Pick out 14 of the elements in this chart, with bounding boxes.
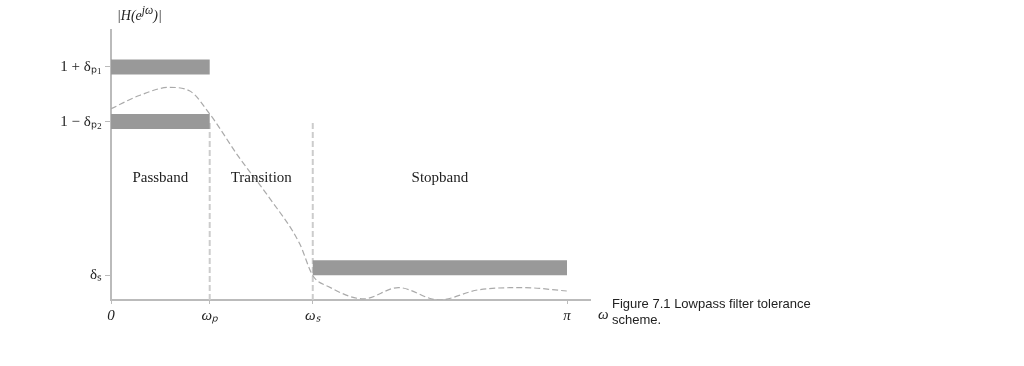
y-tick-label: δₛ [89, 266, 102, 283]
annotation: Passband [132, 169, 189, 186]
annotation: Transition [230, 169, 293, 186]
annotation: Stopband [411, 169, 469, 186]
line-series [111, 86, 568, 300]
x-tick-label: ωₛ [304, 306, 321, 323]
y-axis-title: |H(e$^{jω}$)| [117, 4, 162, 24]
x-tick-label: ωₚ [201, 306, 219, 324]
y-tick-label: 1 + δₚ₁ [60, 57, 102, 75]
caption: Figure 7.1 Lowpass filter tolerance scheme. [612, 296, 812, 329]
x-axis-title: ω [598, 306, 609, 323]
x-tick-label: 0 [107, 306, 116, 323]
x-tick-label: π [563, 306, 572, 323]
y-tick-label: 1 − δₚ₂ [60, 112, 102, 130]
